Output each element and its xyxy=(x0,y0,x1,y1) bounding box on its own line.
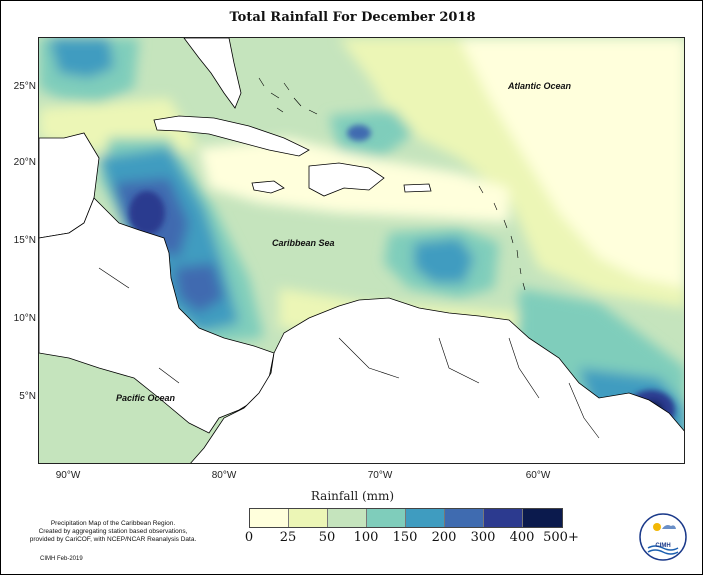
cuba xyxy=(153,115,310,157)
lon-label-60: 60°W xyxy=(525,470,551,481)
rain-zone-pr-peak xyxy=(347,125,371,141)
description-line: Precipitation Map of the Caribbean Regio… xyxy=(50,520,176,527)
legend-tick-label: 100 xyxy=(353,530,379,545)
lat-label-20: 20°N xyxy=(13,157,36,168)
lat-label-5: 5°N xyxy=(19,391,36,402)
lon-label-90: 90°W xyxy=(55,470,81,481)
legend-tick-labels: 0 25 50 100 150 200 300 400 500+ xyxy=(0,530,705,550)
legend-swatch xyxy=(250,509,289,527)
legend-swatch xyxy=(406,509,445,527)
legend-tick-label: 25 xyxy=(279,530,297,545)
lon-label-70: 70°W xyxy=(367,470,393,481)
legend-swatch xyxy=(289,509,328,527)
rain-zone-puerto-rico xyxy=(329,110,414,156)
puerto-rico xyxy=(403,183,432,193)
jamaica xyxy=(251,180,285,194)
legend-tick-label: 200 xyxy=(431,530,457,545)
legend-swatch xyxy=(523,509,562,527)
legend-axis-label: Rainfall (mm) xyxy=(310,489,395,503)
map-title: Total Rainfall For December 2018 xyxy=(229,10,476,25)
lat-label-15: 15°N xyxy=(13,235,36,246)
rainfall-legend xyxy=(249,508,563,528)
credit-text: CIMH Feb-2019 xyxy=(40,556,83,562)
legend-swatch xyxy=(445,509,484,527)
legend-tick-label: 150 xyxy=(392,530,418,545)
central-america xyxy=(39,197,275,434)
legend-tick-label: 300 xyxy=(470,530,496,545)
hispaniola xyxy=(308,162,385,197)
landmasses xyxy=(39,38,684,463)
lat-label-25: 25°N xyxy=(13,81,36,92)
rain-zone-nicaragua-core xyxy=(174,263,224,313)
cimh-logo-icon xyxy=(639,513,687,561)
logo-text: CIMH xyxy=(655,543,671,549)
description-line: Created by aggregating station based obs… xyxy=(38,528,188,535)
rain-zone-caribbean-low xyxy=(414,238,474,283)
rainfall-map xyxy=(38,37,685,464)
caribbean-sea-label: Caribbean Sea xyxy=(272,238,335,248)
lat-label-10: 10°N xyxy=(13,313,36,324)
legend-swatch xyxy=(367,509,406,527)
legend-tick-label: 50 xyxy=(318,530,336,545)
lesser-antilles xyxy=(478,185,526,291)
map-canvas xyxy=(39,38,684,463)
pacific-ocean-label: Pacific Ocean xyxy=(116,393,176,403)
legend-swatch xyxy=(328,509,367,527)
borders xyxy=(98,267,600,439)
legend-tick-label: 400 xyxy=(509,530,535,545)
coastline-islands xyxy=(98,77,600,439)
description-line: provided by CariCOF, with NCEP/NCAR Rean… xyxy=(29,536,197,543)
legend-tick-label: 0 xyxy=(244,530,254,545)
atlantic-ocean-label: Atlantic Ocean xyxy=(508,81,572,91)
legend-tick-label: 500+ xyxy=(543,530,579,545)
map-description: Precipitation Map of the Caribbean Regio… xyxy=(8,520,218,544)
legend-swatch xyxy=(484,509,523,527)
florida xyxy=(183,38,242,109)
lon-label-80: 80°W xyxy=(211,470,237,481)
rain-zone-gulf-core xyxy=(49,38,114,78)
bahamas xyxy=(258,77,318,115)
rain-zone-far-east xyxy=(459,38,684,288)
south-america xyxy=(190,297,684,463)
rain-zone-honduras-peak xyxy=(129,191,165,235)
